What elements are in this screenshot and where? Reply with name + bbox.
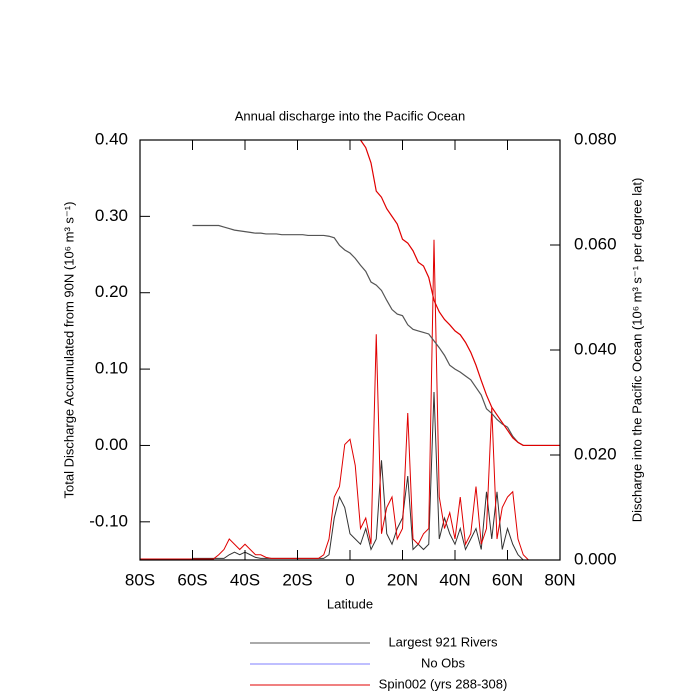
- x-tick-label: 40S: [230, 570, 260, 589]
- y-tick-label: 0.00: [95, 435, 128, 454]
- data-line: [140, 239, 560, 560]
- y-tick-label: 0.10: [95, 359, 128, 378]
- legend-label: Spin002 (yrs 288-308): [379, 676, 508, 691]
- x-tick-label: 60N: [492, 570, 523, 589]
- y2-tick-label: 0.040: [574, 339, 617, 358]
- y2-tick-label: 0.000: [574, 549, 617, 568]
- y-tick-label: 0.20: [95, 282, 128, 301]
- y-axis-label: Total Discharge Accumulated from 90N (10…: [61, 202, 76, 499]
- data-line: [192, 224, 560, 447]
- plot-lines: [140, 140, 560, 560]
- x-tick-label: 20N: [387, 570, 418, 589]
- x-tick-label: 80N: [544, 570, 575, 589]
- y2-axis-label: Discharge into the Pacific Ocean (10⁶ m³…: [629, 178, 644, 523]
- chart-title: Annual discharge into the Pacific Ocean: [235, 108, 466, 123]
- y-tick-label: 0.40: [95, 129, 128, 148]
- y2-tick-label: 0.020: [574, 444, 617, 463]
- x-tick-label: 80S: [125, 570, 155, 589]
- x-tick-label: 40N: [439, 570, 470, 589]
- x-tick-label: 20S: [282, 570, 312, 589]
- legend-label: Largest 921 Rivers: [388, 634, 498, 649]
- y-tick-label: 0.30: [95, 206, 128, 225]
- data-line: [192, 391, 560, 560]
- x-tick-label: 0: [345, 570, 354, 589]
- y-tick-label: -0.10: [89, 511, 128, 530]
- y2-tick-label: 0.060: [574, 234, 617, 253]
- x-axis-label: Latitude: [327, 596, 373, 611]
- x-tick-label: 60S: [177, 570, 207, 589]
- y2-tick-label: 0.080: [574, 129, 617, 148]
- data-line: [360, 140, 560, 447]
- legend-label: No Obs: [421, 655, 466, 670]
